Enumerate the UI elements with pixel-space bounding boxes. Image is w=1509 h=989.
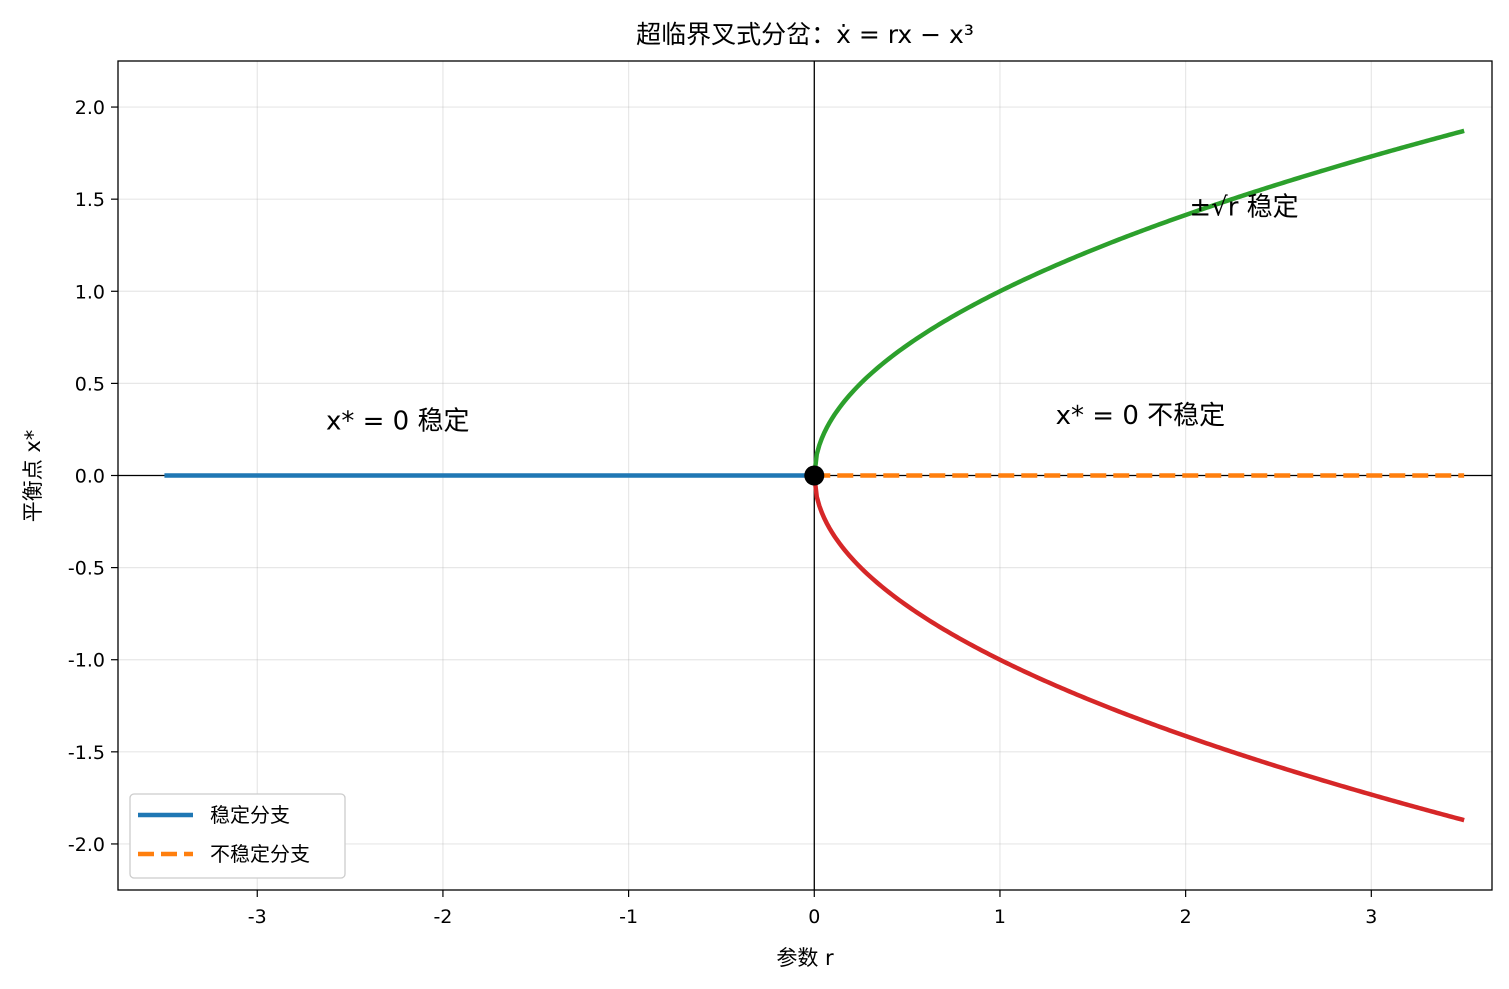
ticks: -3 -2 -1 0 1 2 3 -2.0 -1.5 -1.0 -0.5 0.0 0.5 1.0 1.5 2.… <box>68 97 1377 928</box>
bifurcation-point <box>804 465 825 486</box>
y-tick-label: 0.5 <box>75 373 105 395</box>
lower-sqrt-branch-line <box>812 475 1465 823</box>
annotations: x* = 0 稳定 x* = 0 不稳定 ±√r 稳定 <box>326 193 1299 437</box>
chart-title: 超临界叉式分岔：ẋ = rx − x³ <box>636 20 974 49</box>
y-tick-label: -0.5 <box>68 558 105 580</box>
x-tick-label: 1 <box>994 906 1006 928</box>
y-axis-title: 平衡点 x* <box>21 430 45 523</box>
x-axis-title: 参数 r <box>776 946 834 970</box>
x-tick-label: 2 <box>1180 906 1192 928</box>
upper-sqrt-branch-line <box>812 128 1465 476</box>
y-tick-label: -1.0 <box>68 650 105 672</box>
x-tick-label: 0 <box>808 906 820 928</box>
x-tick-label: 3 <box>1365 906 1377 928</box>
legend-label-unstable: 不稳定分支 <box>210 842 310 866</box>
series-layer <box>164 128 1465 823</box>
x-tick-label: -2 <box>433 906 452 928</box>
y-tick-label: 2.0 <box>75 97 105 119</box>
annotation-label: x* = 0 稳定 <box>326 406 470 436</box>
y-tick-label: 0.0 <box>75 466 105 488</box>
y-tick-label: 1.5 <box>75 189 105 211</box>
x-tick-label: -3 <box>248 906 267 928</box>
y-tick-label: -1.5 <box>68 742 105 764</box>
y-tick-label: 1.0 <box>75 281 105 303</box>
annotation-label: ±√r 稳定 <box>1189 193 1298 223</box>
legend-label-stable: 稳定分支 <box>210 803 290 827</box>
y-tick-label: -2.0 <box>68 834 105 856</box>
x-tick-label: -1 <box>619 906 638 928</box>
legend: 稳定分支 不稳定分支 <box>129 793 346 879</box>
annotation-label: x* = 0 不稳定 <box>1056 401 1226 431</box>
